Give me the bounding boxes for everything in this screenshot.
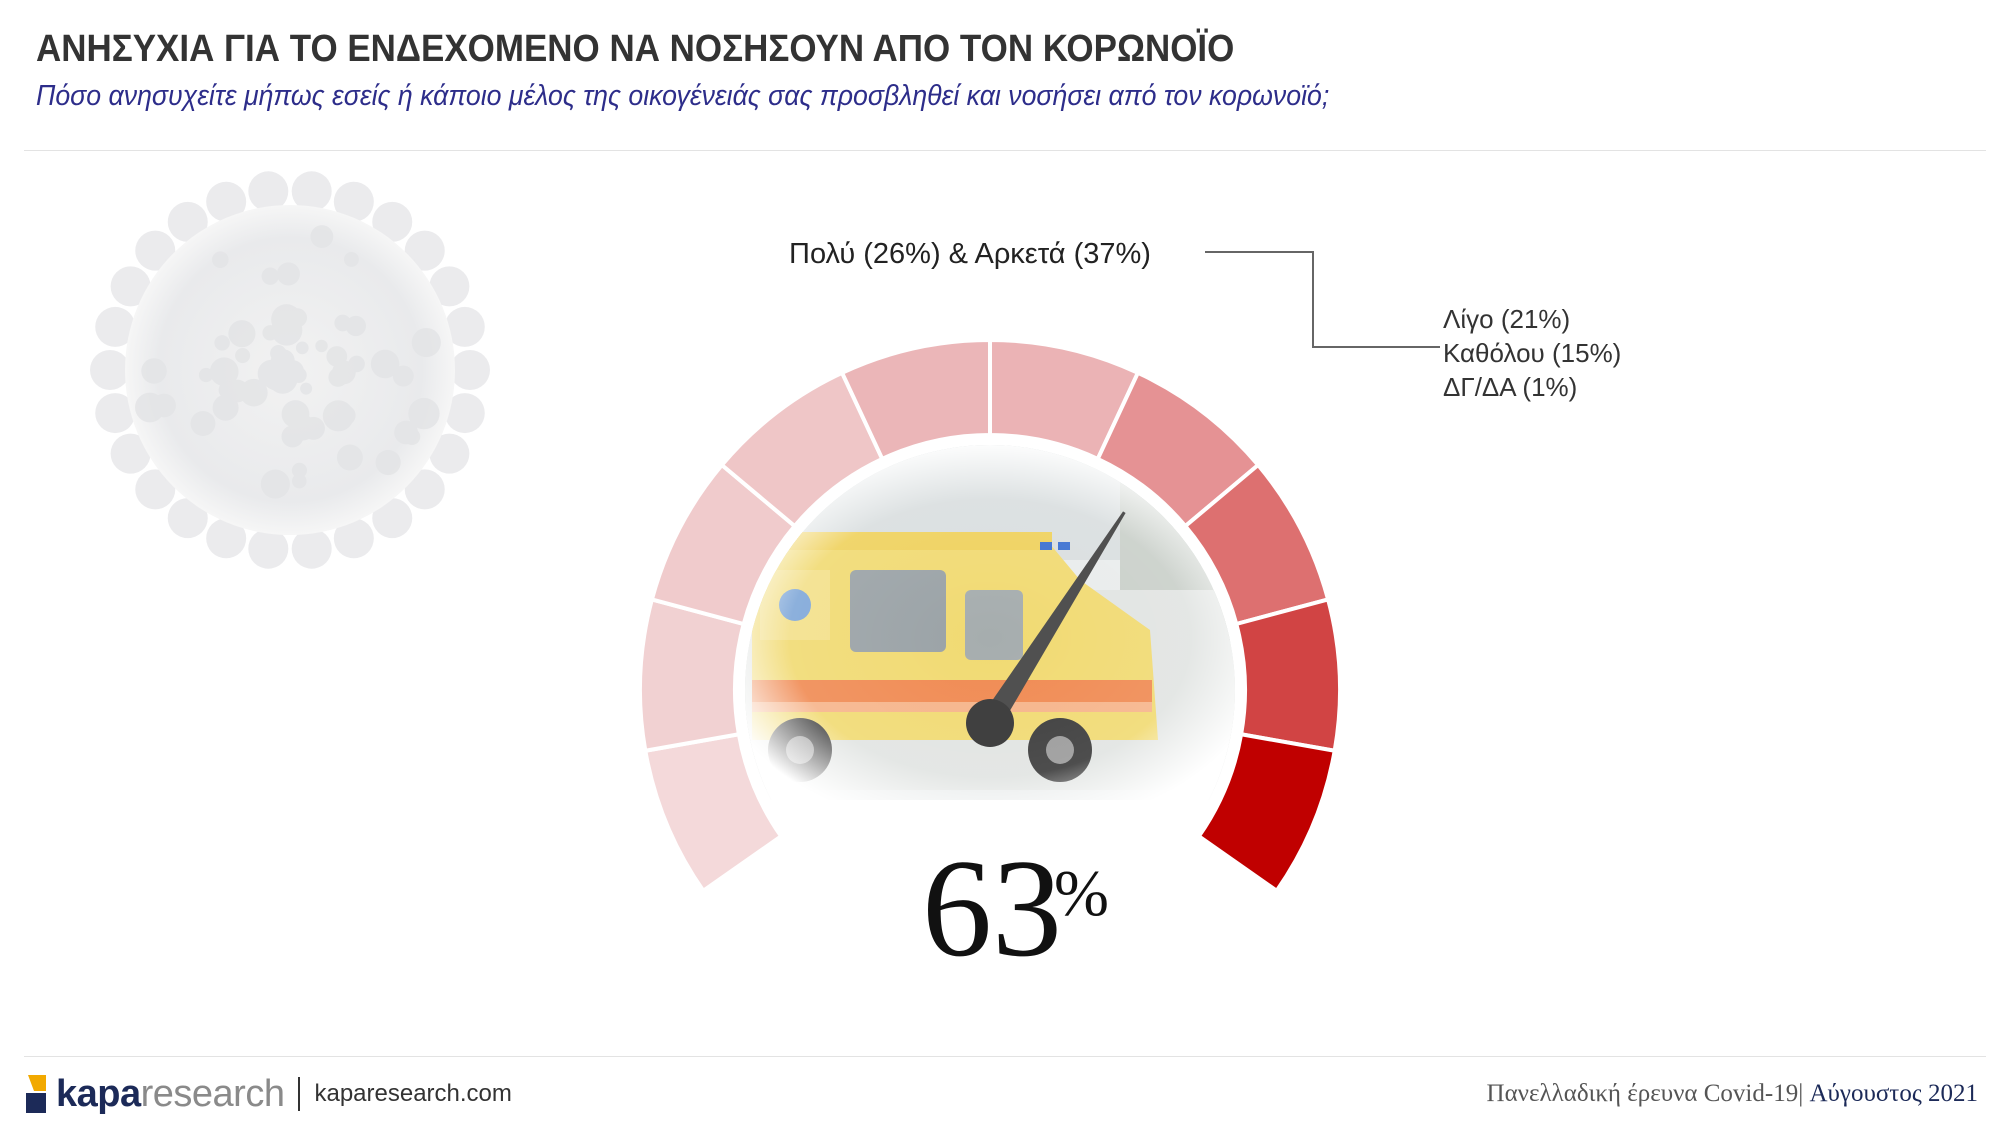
highlight-label: Πολύ (26%) & Αρκετά (37%) (789, 238, 1151, 270)
coronavirus-icon (90, 171, 490, 569)
callout-line (1205, 251, 1440, 348)
other-label-3: ΔΓ/ΔΑ (1%) (1443, 372, 1577, 402)
brand-name: kaparesearch (56, 1072, 285, 1115)
footer-survey-info: Πανελλαδική έρευνα Covid-19| Αύγουστος 2… (1487, 1080, 1978, 1108)
kapa-logo-icon (26, 1075, 46, 1113)
footer-brand: kaparesearch kaparesearch.com (24, 1070, 512, 1118)
website-link[interactable]: kaparesearch.com (314, 1080, 512, 1107)
other-label-2: Καθόλου (15%) (1443, 338, 1621, 368)
survey-date: Αύγουστος 2021 (1803, 1080, 1978, 1107)
page-subtitle: Πόσο ανησυχείτε μήπως εσείς ή κάποιο μέλ… (36, 80, 1330, 112)
gauge-needle (966, 511, 1126, 747)
brand-separator (298, 1077, 301, 1111)
gauge-value-unit: % (1054, 857, 1109, 930)
other-label-1: Λίγο (21%) (1443, 304, 1570, 334)
gauge-value: 63 (922, 831, 1062, 986)
gauge-segment-2 (638, 596, 747, 754)
header-divider (24, 150, 1986, 151)
footer-divider (24, 1056, 1986, 1057)
gauge-segment-9 (1233, 596, 1342, 754)
gauge-segment-10 (1196, 731, 1337, 894)
page-title: ΑΝΗΣΥΧΙΑ ΓΙΑ ΤΟ ΕΝΔΕΧΟΜΕΝΟ ΝΑ ΝΟΣΗΣΟΥΝ Α… (36, 28, 1235, 70)
survey-name: Πανελλαδική έρευνα Covid-19| (1486, 1080, 1804, 1107)
